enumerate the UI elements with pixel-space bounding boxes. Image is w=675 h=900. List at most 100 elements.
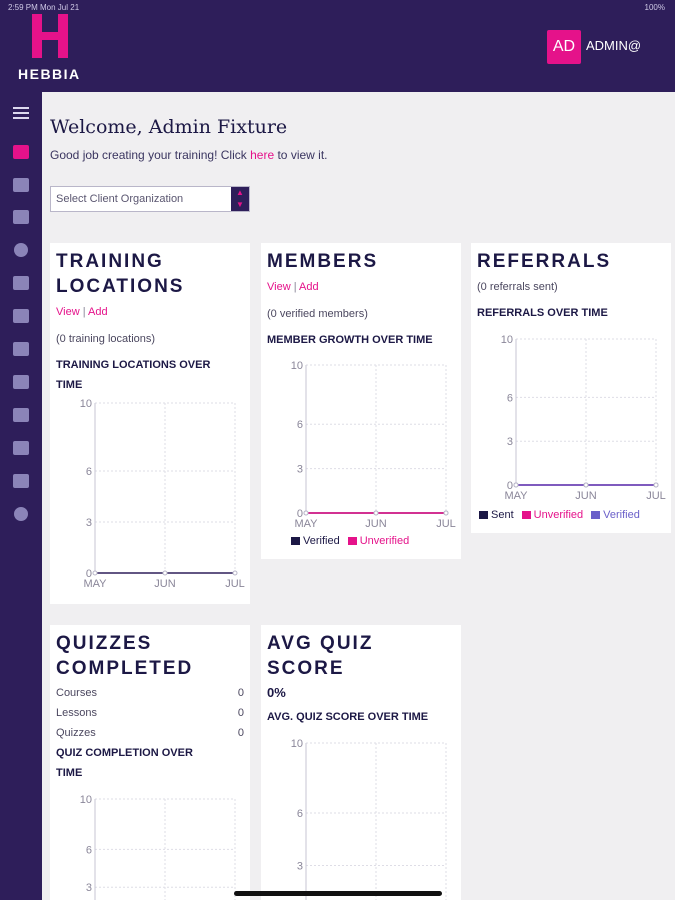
calendar-check-icon[interactable] (12, 439, 30, 457)
chart-title: REFERRALS OVER TIME (477, 307, 608, 319)
avatar[interactable]: AD (547, 30, 581, 64)
x-tick-label: JUN (154, 578, 175, 590)
members-count: (0 verified members) (267, 308, 368, 320)
data-point (513, 482, 519, 488)
subtitle-text: Good job creating your training! Click (50, 148, 251, 162)
book-icon[interactable] (12, 176, 30, 194)
referrals-count: (0 referrals sent) (477, 281, 558, 293)
data-point (303, 510, 309, 516)
card-title-line2: LOCATIONS (56, 276, 185, 297)
x-tick-label: MAY (504, 490, 528, 502)
stat-value: 0 (237, 687, 244, 699)
card-title: QUIZZES COMPLETED (56, 631, 193, 681)
report-icon[interactable] (12, 472, 30, 490)
user-circle-icon[interactable] (12, 505, 30, 523)
chart-title-line1: TRAINING LOCATIONS OVER (56, 359, 211, 371)
chart-title-line1: QUIZ COMPLETION OVER (56, 747, 193, 759)
calendar-icon[interactable] (12, 307, 30, 325)
quizzes-completed-card: QUIZZES COMPLETED Courses 0 Lessons 0 Quiz… (50, 625, 250, 900)
y-tick-label: 3 (86, 882, 92, 894)
layout-icon[interactable] (12, 406, 30, 424)
x-tick-label: JUL (436, 518, 456, 530)
y-tick-label: 10 (291, 738, 303, 750)
chart-legend: Sent Unverified Verified (479, 509, 640, 521)
legend-item-sent[interactable]: Sent (479, 509, 514, 521)
y-tick-label: 6 (507, 392, 513, 404)
card-title: MEMBERS (267, 251, 379, 272)
client-organization-select[interactable]: Select Client Organization ▲ ▼ (50, 186, 250, 212)
dashboard-icon[interactable] (12, 143, 30, 161)
x-tick-label: JUL (646, 490, 666, 502)
y-tick-label: 10 (501, 334, 513, 346)
chart-title: QUIZ COMPLETION OVER TIME (56, 743, 193, 783)
view-link[interactable]: View (267, 281, 291, 293)
card-title-line1: QUIZZES (56, 633, 153, 654)
card-title: AVG QUIZ SCORE (267, 631, 373, 681)
legend-label: Unverified (533, 509, 584, 521)
target-icon[interactable] (12, 241, 30, 259)
chart-title: MEMBER GROWTH OVER TIME (267, 334, 433, 346)
training-locations-card: TRAINING LOCATIONS View | Add (0 trainin… (50, 243, 250, 604)
select-caret-icon[interactable]: ▲ ▼ (231, 187, 249, 211)
add-link[interactable]: Add (299, 281, 319, 293)
stat-value: 0 (237, 727, 244, 739)
data-point (373, 510, 379, 516)
home-indicator[interactable] (234, 891, 442, 896)
training-links: View | Add (56, 306, 108, 318)
legend-label: Verified (303, 535, 340, 547)
people-icon[interactable] (12, 208, 30, 226)
folder-icon[interactable] (12, 274, 30, 292)
subtitle-text-end: to view it. (274, 148, 328, 162)
data-point (232, 570, 238, 576)
legend-item-verified[interactable]: Verified (591, 509, 640, 521)
clipboard-icon[interactable] (12, 340, 30, 358)
y-tick-label: 10 (80, 794, 92, 806)
card-title-line2: COMPLETED (56, 658, 194, 679)
legend-item-verified[interactable]: Verified (291, 535, 340, 547)
y-tick-label: 3 (507, 436, 513, 448)
y-tick-label: 10 (291, 360, 303, 372)
add-link[interactable]: Add (88, 306, 108, 318)
chart-title: AVG. QUIZ SCORE OVER TIME (267, 711, 429, 723)
legend-label: Verified (603, 509, 640, 521)
card-title-line2: SCORE (267, 658, 345, 679)
select-value: Select Client Organization (56, 193, 184, 205)
training-locations-chart: 0 3 6 10 MAY JUN JUL (80, 398, 245, 590)
view-training-link[interactable]: here (250, 148, 275, 162)
chart-title: TRAINING LOCATIONS OVER TIME (56, 355, 210, 395)
view-link[interactable]: View (56, 306, 80, 318)
y-tick-label: 0 (86, 568, 92, 580)
chart-legend: Verified Unverified (291, 535, 409, 547)
chart-title-line2: TIME (56, 379, 83, 391)
y-tick-label: 3 (86, 517, 92, 529)
chart-title-line2: TIME (56, 767, 83, 779)
y-tick-label: 3 (297, 861, 303, 873)
referrals-chart: 0 3 6 10 MAY JUN JUL (501, 334, 666, 502)
menu-icon[interactable] (13, 107, 29, 119)
sidebar (0, 92, 42, 900)
x-tick-label: JUL (225, 578, 245, 590)
stat-label: Quizzes (56, 727, 96, 739)
stat-row-quizzes: Quizzes 0 (56, 727, 244, 739)
legend-item-unverified[interactable]: Unverified (521, 509, 584, 521)
quiz-completion-chart: 3 6 10 (80, 794, 236, 900)
brand-logo[interactable]: HEBBIA (18, 12, 84, 82)
user-name[interactable]: ADMIN@ (586, 38, 642, 53)
welcome-subtitle: Good job creating your training! Click h… (50, 148, 328, 162)
legend-label: Sent (491, 509, 514, 521)
legend-label: Unverified (359, 535, 410, 547)
brand-name: HEBBIA (18, 66, 81, 82)
data-point (583, 482, 589, 488)
members-card: MEMBERS View | Add (0 verified members) … (261, 243, 461, 559)
battery-status: 100% (644, 3, 665, 12)
data-point (653, 482, 659, 488)
legend-item-unverified[interactable]: Unverified (347, 535, 410, 547)
card-title: TRAINING LOCATIONS (56, 249, 184, 299)
y-tick-label: 0 (507, 480, 513, 492)
member-growth-chart: 0 3 6 10 MAY JUN JUL (291, 360, 456, 530)
data-point (443, 510, 449, 516)
trophy-icon[interactable] (12, 373, 30, 391)
stat-label: Lessons (56, 707, 97, 719)
x-tick-label: MAY (294, 518, 318, 530)
y-tick-label: 6 (86, 466, 92, 478)
